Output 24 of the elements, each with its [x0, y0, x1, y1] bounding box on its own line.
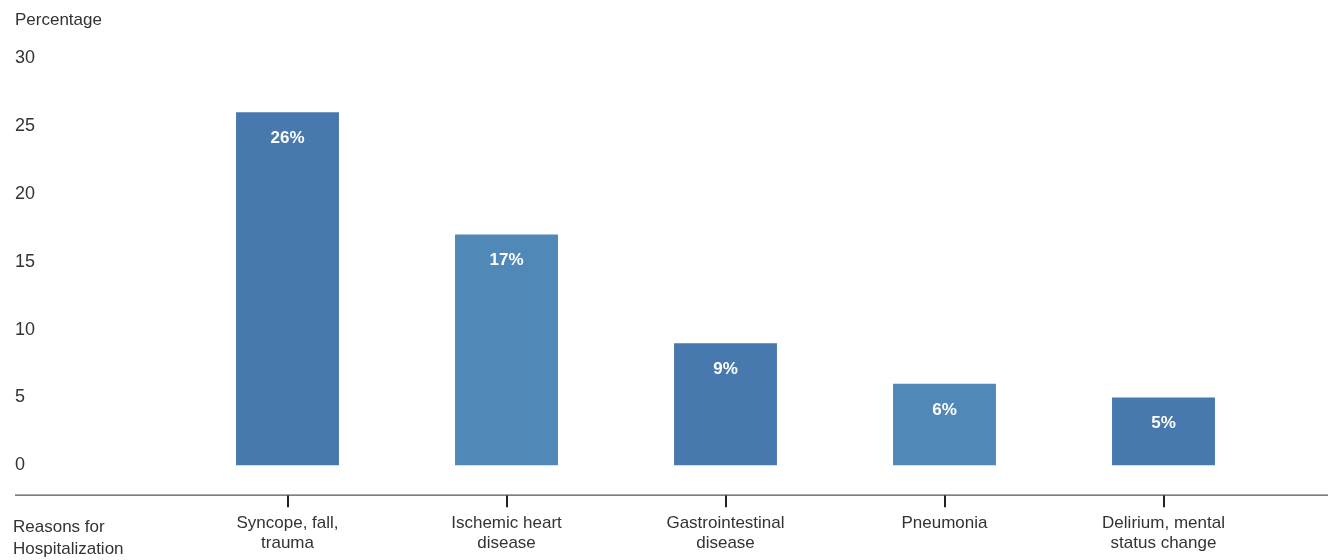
- data-label: 5%: [1151, 413, 1176, 433]
- y-tick-label: 15: [15, 250, 36, 271]
- y-axis-title: Percentage: [15, 10, 102, 30]
- y-tick-label: 20: [15, 182, 36, 203]
- x-tick-label: Gastrointestinal disease: [666, 513, 785, 553]
- y-tick-label: 5: [15, 386, 26, 407]
- y-tick-label: 0: [15, 454, 26, 475]
- x-axis-title: Reasons for Hospitalization: [13, 516, 125, 560]
- data-label: 9%: [713, 358, 738, 378]
- bar: [1112, 397, 1215, 466]
- x-tick-label: Ischemic heart disease: [451, 513, 563, 553]
- data-label: 6%: [932, 399, 957, 419]
- y-tick-label: 25: [15, 114, 36, 135]
- data-label: 17%: [489, 250, 524, 270]
- x-tick-label: Pneumonia: [901, 513, 989, 533]
- x-tick-label: Delirium, mental status change: [1102, 513, 1225, 553]
- x-tick-label: Syncope, fall, trauma: [236, 513, 339, 553]
- data-label: 26%: [270, 128, 305, 147]
- bar: [893, 383, 996, 466]
- bar: [455, 234, 558, 466]
- y-tick-label: 10: [15, 318, 36, 339]
- bar: [236, 112, 339, 466]
- bar: [674, 343, 777, 466]
- y-tick-label: 30: [15, 46, 36, 67]
